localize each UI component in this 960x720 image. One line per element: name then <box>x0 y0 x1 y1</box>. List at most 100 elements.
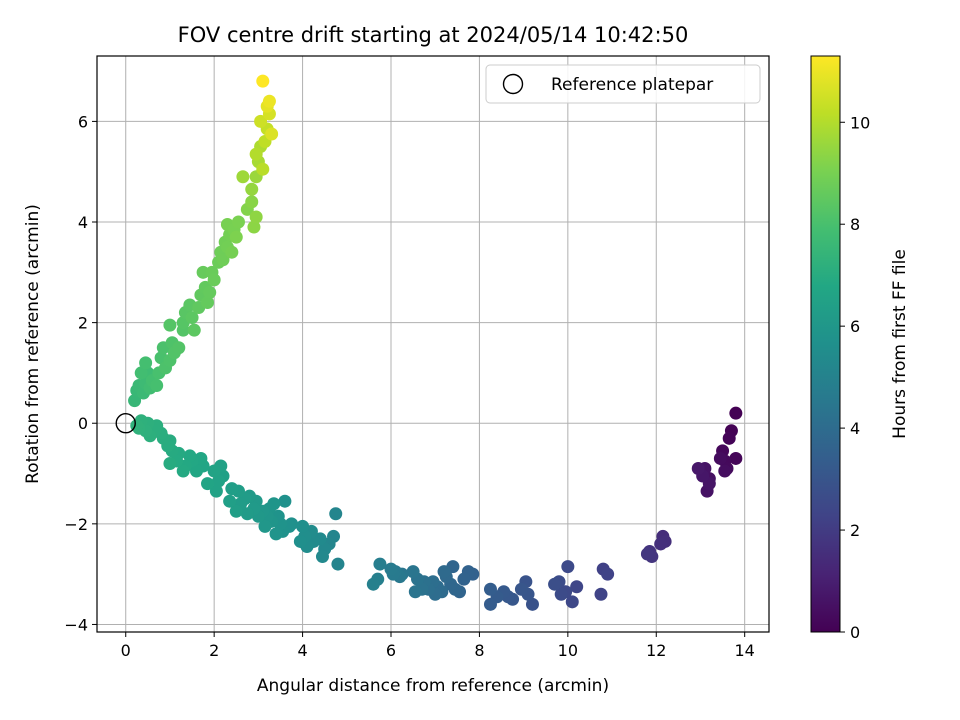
colorbar-tick-label: 10 <box>850 113 870 132</box>
x-tick-label: 12 <box>646 641 666 660</box>
scatter-point <box>406 565 420 579</box>
scatter-point <box>225 245 239 259</box>
scatter-point <box>483 597 497 611</box>
scatter-point <box>713 451 727 465</box>
legend-box <box>485 64 761 104</box>
scatter-point <box>209 484 223 498</box>
chart-title: FOV centre drift starting at 2024/05/14 … <box>178 23 689 47</box>
scatter-point <box>561 560 575 574</box>
scatter-point <box>278 494 292 508</box>
scatter-point <box>729 406 743 420</box>
colorbar-tick-label: 2 <box>850 521 860 540</box>
scatter-point <box>229 504 243 518</box>
legend: Reference platepar <box>485 64 761 104</box>
y-tick-label: 4 <box>78 213 88 232</box>
scatter-point <box>207 273 221 287</box>
x-axis-label: Angular distance from reference (arcmin) <box>257 676 609 696</box>
scatter-point <box>216 253 230 267</box>
x-tick-label: 8 <box>474 641 484 660</box>
colorbar-tick-label: 4 <box>850 419 860 438</box>
scatter-point <box>223 494 237 508</box>
scatter-point <box>296 519 310 533</box>
scatter-point <box>187 323 201 337</box>
scatter-point <box>594 587 608 601</box>
scatter-point <box>128 394 142 408</box>
scatter-point <box>315 550 329 564</box>
scatter-point <box>176 464 190 478</box>
scatter-point <box>373 557 387 571</box>
scatter-point <box>457 572 471 586</box>
scatter-point <box>150 379 164 393</box>
scatter-point <box>207 464 221 478</box>
scatter-point <box>640 547 654 561</box>
colorbar-label: Hours from first FF file <box>890 249 910 439</box>
x-axis-ticks: 0 2 4 6 8 10 12 14 <box>121 632 755 660</box>
legend-label: Reference platepar <box>551 75 713 95</box>
x-tick-label: 6 <box>386 641 396 660</box>
x-tick-label: 4 <box>297 641 307 660</box>
scatter-point <box>525 597 539 611</box>
scatter-point <box>483 582 497 596</box>
colorbar-fill <box>810 55 841 633</box>
scatter-point <box>240 507 254 521</box>
y-tick-label: −2 <box>64 515 88 534</box>
scatter-point <box>231 215 245 229</box>
scatter-point <box>254 114 268 128</box>
scatter-point <box>256 74 270 88</box>
legend-reference-marker <box>502 73 524 95</box>
scatter-point <box>514 582 528 596</box>
colorbar: 0 2 4 6 8 10 Hours from first FF file <box>810 55 910 642</box>
scatter-point <box>548 577 562 591</box>
scatter-point <box>183 449 197 463</box>
grid-lines <box>97 56 769 632</box>
scatter-point <box>247 220 261 234</box>
scatter-point <box>654 537 668 551</box>
scatter-point <box>172 341 186 355</box>
scatter-point <box>293 534 307 548</box>
x-tick-label: 14 <box>735 641 755 660</box>
scatter-point <box>408 585 422 599</box>
scatter-point <box>331 557 345 571</box>
scatter-point <box>249 147 263 161</box>
y-tick-label: −4 <box>64 615 88 634</box>
scatter-point <box>245 182 259 196</box>
scatter-point <box>201 295 215 309</box>
scatter-point <box>366 577 380 591</box>
scatter-point <box>163 456 177 470</box>
scatter-point <box>258 519 272 533</box>
colorbar-tick-label: 8 <box>850 215 860 234</box>
scatter-point <box>201 477 215 491</box>
scatter-point <box>718 464 732 478</box>
scatter-point <box>554 587 568 601</box>
scatter-point <box>212 474 226 488</box>
x-tick-label: 0 <box>121 641 131 660</box>
y-axis-label: Rotation from reference (arcmin) <box>23 204 43 484</box>
plot-frame <box>96 55 770 633</box>
y-tick-label: 2 <box>78 314 88 333</box>
data-points <box>115 74 743 611</box>
scatter-point <box>236 170 250 184</box>
scatter-point <box>601 567 615 581</box>
scatter-point <box>189 464 203 478</box>
scatter-point <box>139 356 153 370</box>
scatter-point <box>565 595 579 609</box>
y-axis-ticks: −4 −2 0 2 4 6 <box>64 112 97 634</box>
scatter-point <box>134 366 148 380</box>
y-tick-label: 6 <box>78 112 88 131</box>
scatter-point <box>262 94 276 108</box>
scatter-point <box>329 507 343 521</box>
scatter-point <box>269 527 283 541</box>
scatter-point <box>203 285 217 299</box>
scatter-point <box>384 562 398 576</box>
scatter-point <box>570 580 584 594</box>
colorbar-ticks: 0 2 4 6 8 10 <box>840 113 870 642</box>
scatter-point <box>437 565 451 579</box>
scatter-point <box>229 230 243 244</box>
scatter-point <box>256 162 270 176</box>
x-tick-label: 10 <box>558 641 578 660</box>
scatter-point <box>265 127 279 141</box>
scatter-point <box>722 431 736 445</box>
scatter-point <box>729 451 743 465</box>
reference-platepar-marker <box>115 413 136 434</box>
scatter-point <box>245 195 259 209</box>
